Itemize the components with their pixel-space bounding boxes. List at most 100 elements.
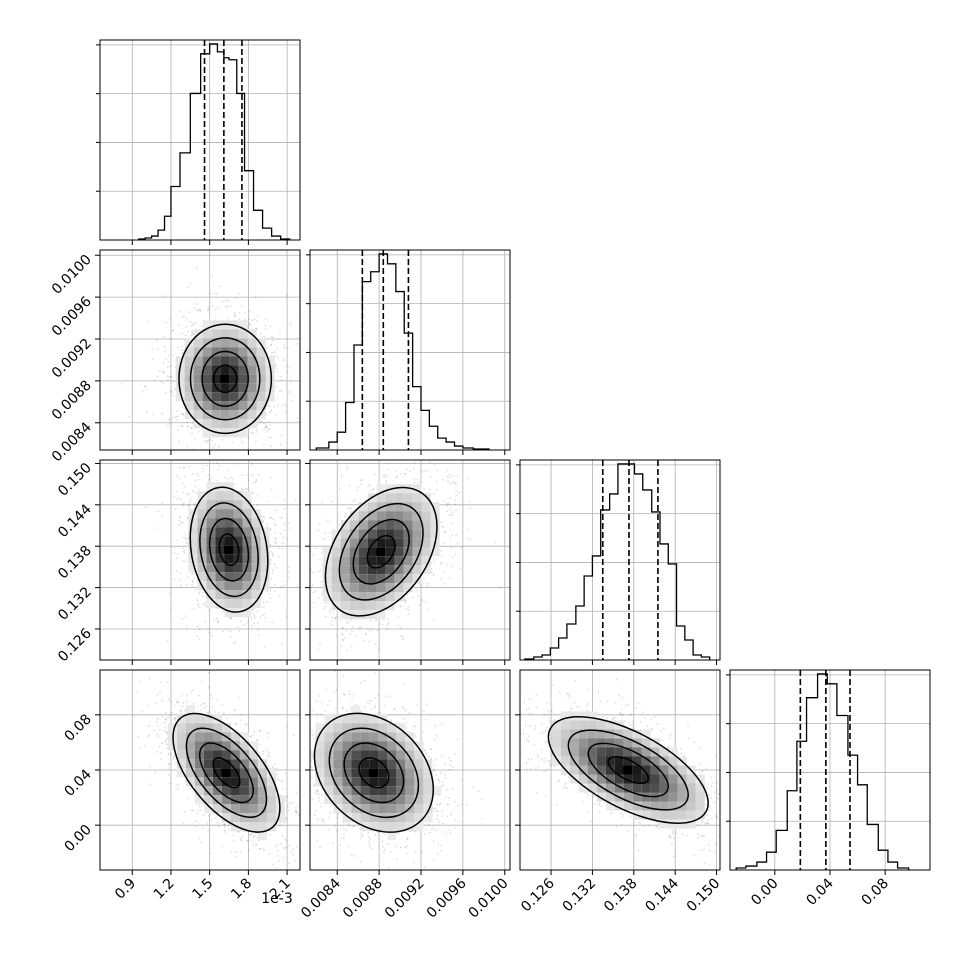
- density-peak: [368, 768, 378, 777]
- x-tick-label: 0.9: [112, 876, 139, 903]
- contour-level: [567, 729, 689, 811]
- contour-level: [199, 502, 259, 598]
- histogram-bin: [634, 474, 642, 660]
- density-peak: [623, 766, 633, 774]
- histogram-bin: [878, 850, 888, 870]
- histogram-bin: [371, 272, 379, 450]
- histogram-bin: [858, 785, 868, 870]
- x-tick-label: 0.0084: [298, 875, 344, 921]
- y-tick-label: 0.144: [55, 501, 95, 541]
- histogram-step: [735, 673, 910, 870]
- histogram-bin: [354, 345, 362, 450]
- x-tick-label: 1.5: [189, 876, 216, 903]
- contour-level: [343, 742, 405, 804]
- histogram-bin: [767, 852, 777, 870]
- histogram-bin: [610, 494, 618, 660]
- histogram-panel-0: [96, 39, 301, 245]
- scatter-panel-1-2: [305, 459, 511, 665]
- contour-level: [324, 486, 438, 617]
- contour-level: [208, 517, 250, 582]
- histogram-bin: [158, 230, 164, 240]
- histogram-bin: [165, 216, 171, 240]
- contour-level: [366, 534, 396, 569]
- histogram-bin: [797, 741, 807, 870]
- histogram-bin: [429, 426, 437, 450]
- histogram-step: [315, 253, 490, 450]
- contour-level: [178, 323, 273, 435]
- histogram-bin: [152, 236, 158, 240]
- histogram-bin: [421, 410, 429, 450]
- histogram-panel-3: 0.00 0.04 0.08: [726, 669, 931, 909]
- histogram-bin: [559, 638, 567, 660]
- histogram-panel-2: [516, 459, 721, 665]
- contour-level: [198, 742, 254, 804]
- histogram-step: [524, 463, 711, 660]
- contour-level: [352, 518, 410, 585]
- histogram-bin: [746, 866, 757, 870]
- contour-level: [358, 757, 390, 789]
- histogram-bin: [263, 228, 272, 240]
- contour-level: [185, 727, 268, 818]
- histogram-bin: [210, 44, 218, 240]
- histogram-bin: [576, 606, 584, 660]
- histogram-bin: [217, 52, 223, 240]
- panel-frame: [99, 249, 301, 451]
- x-tick-label: 0.126: [518, 875, 558, 915]
- histogram-bin: [550, 648, 558, 660]
- x-tick-label: 0.04: [803, 875, 836, 908]
- histogram-bin: [229, 60, 237, 240]
- y-tick-label: 0.0100: [49, 252, 95, 298]
- x-tick-label: 0.138: [601, 876, 641, 916]
- histogram-bin: [245, 171, 254, 240]
- y-tick-label: 0.00: [61, 822, 94, 855]
- y-tick-label: 0.0088: [49, 377, 95, 423]
- histogram-bin: [827, 684, 837, 870]
- panel-frame: [309, 459, 511, 661]
- histogram-bin: [867, 824, 878, 870]
- histogram-bin: [626, 464, 634, 660]
- y-tick-label: 0.138: [55, 543, 95, 583]
- histogram-bin: [652, 512, 660, 660]
- x-tick-label: 1.8: [228, 876, 255, 903]
- histogram-bin: [329, 442, 337, 450]
- histogram-bin: [807, 698, 818, 870]
- histogram-bin: [668, 564, 676, 660]
- histogram-bin: [337, 432, 345, 450]
- contour-level: [218, 533, 240, 567]
- contour-level: [212, 364, 238, 394]
- x-tick-label: 0.08: [859, 876, 892, 909]
- histogram-bin: [455, 446, 463, 450]
- contour-level: [313, 712, 435, 833]
- histogram-bin: [346, 402, 354, 450]
- x-tick-label: 0.150: [684, 876, 724, 916]
- histogram-bin: [584, 576, 592, 660]
- histogram-bin: [592, 556, 600, 660]
- histogram-step: [138, 43, 291, 240]
- histogram-bin: [685, 640, 693, 660]
- x-tick-label: 0.00: [748, 876, 781, 909]
- histogram-bin: [693, 655, 701, 660]
- contour-level: [587, 742, 669, 798]
- contour-level: [189, 486, 269, 613]
- contour-level: [201, 350, 250, 407]
- panel-frame: [309, 669, 511, 871]
- contour-level: [172, 712, 281, 833]
- x-tick-label: 1.2: [151, 876, 178, 903]
- y-tick-label: 0.0096: [49, 294, 95, 340]
- y-tick-label: 0.126: [55, 625, 95, 665]
- contour-level: [189, 337, 261, 421]
- histogram-bin: [387, 264, 395, 450]
- histogram-bin: [643, 490, 652, 660]
- histogram-bin: [888, 862, 898, 870]
- x-tick-label: 0.0088: [340, 876, 386, 922]
- panel-frame: [99, 39, 301, 241]
- x-tick-label: 0.0100: [466, 876, 512, 922]
- density-peak: [376, 547, 386, 556]
- panel-frame: [309, 249, 511, 451]
- histogram-bin: [776, 830, 787, 870]
- histogram-bin: [542, 655, 550, 660]
